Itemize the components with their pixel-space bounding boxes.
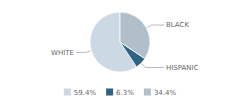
slice-label: WHITE — [51, 49, 74, 57]
slice-label: BLACK — [166, 21, 189, 29]
chart: WHITE HISPANIC BLACK 59.4% 6.3% 34.4% — [0, 0, 240, 100]
legend-swatch — [64, 89, 71, 96]
legend-swatch — [144, 89, 151, 96]
pie-slice — [120, 12, 150, 59]
legend: 59.4% 6.3% 34.4% — [64, 89, 177, 98]
slice-labels: WHITE HISPANIC BLACK — [51, 21, 199, 71]
slice-label: HISPANIC — [166, 64, 199, 72]
leader-line — [76, 51, 90, 52]
legend-item: 59.4% — [64, 89, 97, 98]
legend-swatch — [106, 89, 113, 96]
pie — [90, 12, 150, 72]
leader-line — [147, 25, 164, 27]
legend-item: 34.4% — [144, 89, 177, 98]
legend-label: 6.3% — [116, 89, 134, 97]
legend-item: 6.3% — [106, 89, 134, 98]
legend-label: 34.4% — [154, 89, 177, 97]
leader-line — [142, 64, 164, 68]
legend-label: 59.4% — [74, 89, 97, 97]
